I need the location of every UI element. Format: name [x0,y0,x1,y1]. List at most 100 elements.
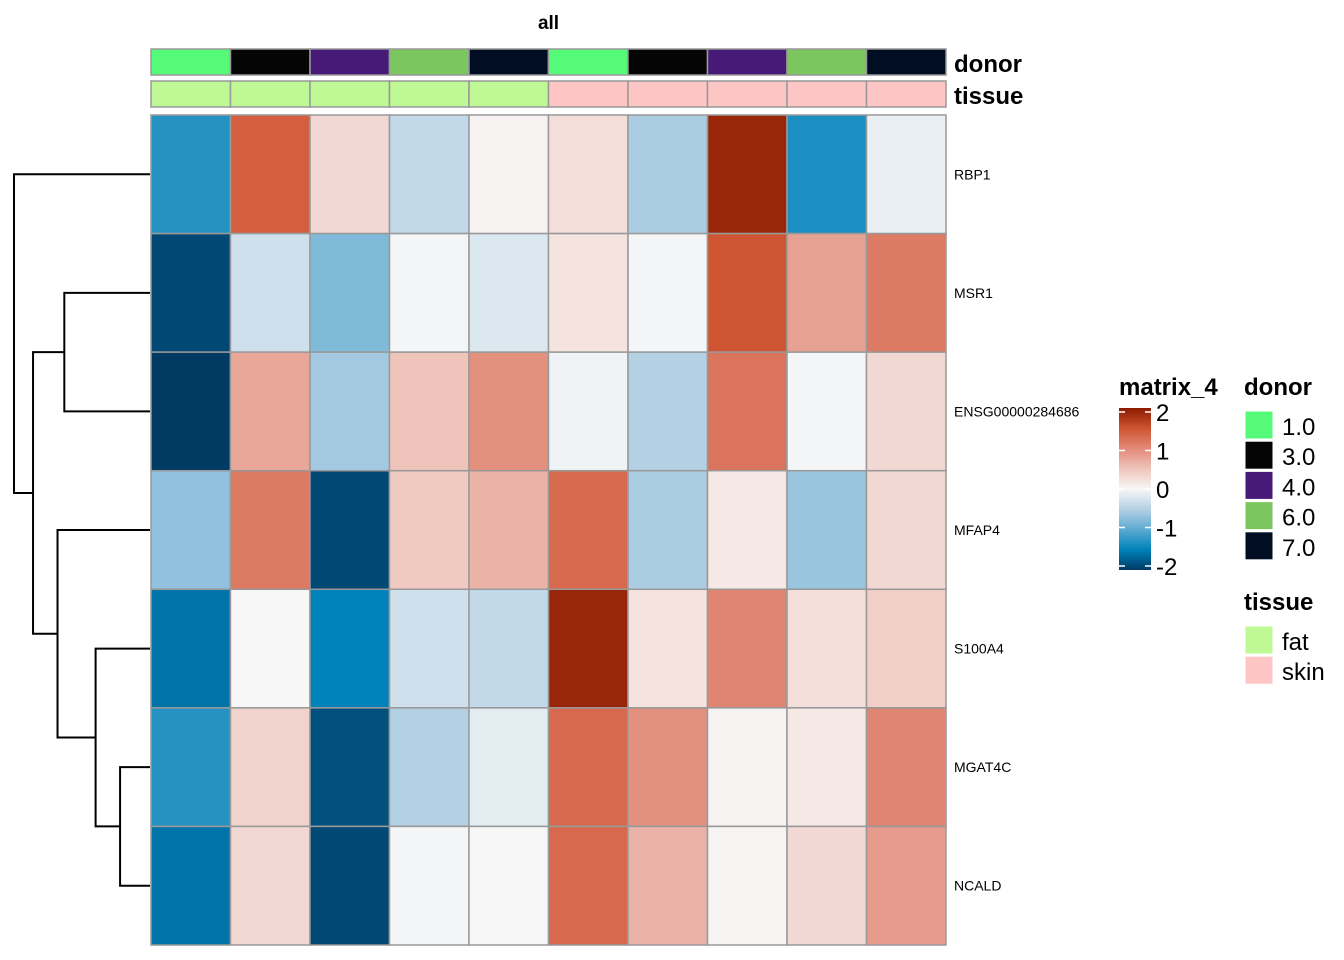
donor-annotation-cell [706,48,788,76]
color-legend-tick-label: 0 [1156,477,1169,504]
tissue-annotation-cell [627,80,709,108]
tissue-legend-label: fat [1282,629,1309,656]
heatmap-cell [547,232,629,353]
donor-legend-title: donor [1244,374,1312,401]
donor-legend-swatch [1244,531,1274,561]
tissue-annotation-cell [150,80,232,108]
heatmap-cell [468,232,550,353]
heatmap-cell [388,351,470,472]
dendrogram-branch [63,291,150,413]
heatmap-cell [229,707,311,828]
heatmap-cell [865,588,947,709]
donor-legend-label: 3.0 [1282,444,1315,471]
heatmap-cell [309,588,391,709]
heatmap-cell [150,232,232,353]
heatmap-cell [706,232,788,353]
heatmap-cell [627,588,709,709]
donor-annotation-cell [786,48,868,76]
donor-annotation-cell [229,48,311,76]
color-legend-tick-label: 2 [1156,400,1169,427]
donor-legend-swatch [1244,501,1274,531]
heatmap-cell [309,469,391,591]
tissue-annotation-cell [468,80,550,108]
heatmap-cell [627,469,709,591]
heatmap-cell [547,469,629,591]
donor-legend-label: 4.0 [1282,474,1315,501]
tissue-legend-label: skin [1282,659,1325,686]
donor-annotation-cell [627,48,709,76]
heatmap-cell [229,351,311,472]
heatmap-cell [309,825,391,946]
heatmap-cell [468,588,550,709]
heatmap-cell [865,232,947,353]
heatmap-cell [388,469,470,591]
donor-legend-label: 1.0 [1282,414,1315,441]
tissue-legend-title: tissue [1244,589,1313,616]
row-label: S100A4 [954,641,1004,657]
heatmap-cell [706,114,788,235]
heatmap-cell [786,232,868,353]
heatmap-cell [627,114,709,235]
heatmap-cell [229,232,311,353]
heatmap-cell [229,588,311,709]
heatmap-cell [150,469,232,591]
heatmap-cell [547,114,629,235]
heatmap-cell [309,232,391,353]
donor-legend-swatch [1244,470,1274,500]
color-legend-tick-label: 1 [1156,439,1169,466]
donor-legend-label: 7.0 [1282,535,1315,562]
donor-annotation-cell [309,48,391,76]
tissue-legend-swatch [1244,655,1274,685]
heatmap-cell [150,351,232,472]
heatmap-cell [150,588,232,709]
heatmap-cell [388,114,470,235]
heatmap-cell [627,825,709,946]
heatmap-cell [786,825,868,946]
heatmap-cell [706,825,788,946]
heatmap-cell [388,588,470,709]
tissue-annotation-cell [547,80,629,108]
heatmap-cell [229,825,311,946]
tissue-annotation-name: tissue [954,83,1023,110]
color-legend-tick-label: -1 [1156,516,1177,543]
tissue-annotation-cell [388,80,470,108]
heatmap-cell [547,351,629,472]
heatmap-cell [468,707,550,828]
heatmap-cell [468,114,550,235]
donor-legend-swatch [1244,440,1274,470]
chart-title: all [538,13,559,34]
heatmap-cell [786,469,868,591]
heatmap-cell [627,351,709,472]
heatmap-cell [388,232,470,353]
dendrogram-branch [13,173,150,494]
heatmap-cell [229,469,311,591]
tissue-annotation-cell [865,80,947,108]
heatmap-cell [547,707,629,828]
tissue-annotation-cell [229,80,311,108]
heatmap-cell [309,707,391,828]
heatmap-cell [865,469,947,591]
dendrogram-branch [56,529,150,739]
heatmap-cell [786,707,868,828]
donor-annotation-cell [388,48,470,76]
heatmap-cell [468,469,550,591]
dendrogram-branch [32,351,65,635]
heatmap-cell [309,114,391,235]
heatmap-cell [786,114,868,235]
row-label: MFAP4 [954,522,1000,538]
heatmap-cell [865,114,947,235]
heatmap-cell [547,588,629,709]
row-label: MSR1 [954,285,993,301]
heatmap-cell [627,707,709,828]
heatmap-cell [468,825,550,946]
row-label: RBP1 [954,166,991,182]
dendrogram-branch [119,766,150,887]
heatmap-cell [150,114,232,235]
color-legend-tick-label: -2 [1156,554,1177,581]
heatmap-cell [706,351,788,472]
heatmap-cell [388,707,470,828]
donor-annotation-cell [150,48,232,76]
heatmap-cell [547,825,629,946]
